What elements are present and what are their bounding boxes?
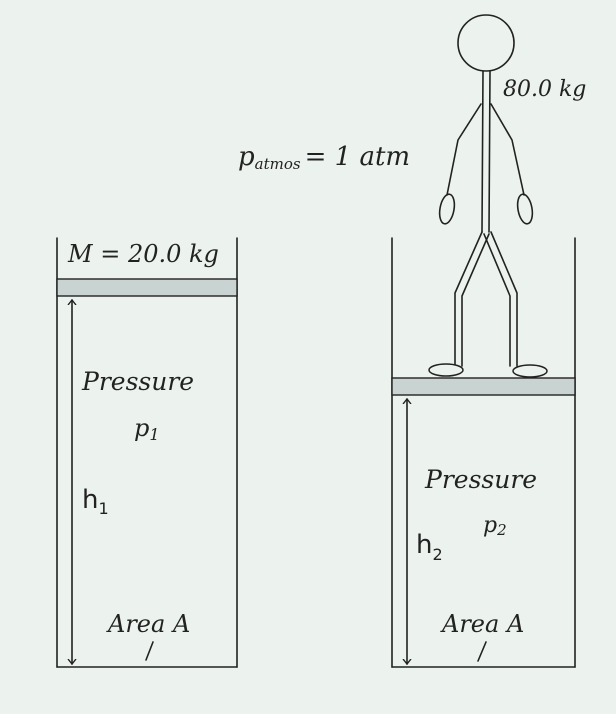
left-cylinder: M = 20.0 kg Pressure p1 h1 Area A: [56, 237, 238, 668]
right-piston: [391, 377, 576, 396]
left-height-h: h: [82, 485, 98, 515]
atmos-value: = 1 atm: [305, 142, 410, 172]
right-height-index: 2: [432, 545, 442, 564]
right-pressure-label: Pressure: [424, 465, 537, 494]
person-mass-label: 80.0 kg: [503, 77, 586, 102]
figure-right-hand: [516, 193, 534, 225]
figure-right-leg: [483, 231, 518, 367]
figure-right-foot: [512, 364, 548, 378]
figure-head: [457, 14, 515, 72]
left-height-index: 1: [98, 499, 108, 518]
left-pressure-symbol: p1: [134, 414, 160, 444]
figure-left-hand: [438, 193, 456, 225]
right-cylinder: Pressure p2 h2 Area A: [391, 237, 576, 668]
left-pressure-p: p: [134, 414, 149, 442]
right-pressure-index: 2: [496, 521, 507, 539]
left-area-pointer: [145, 641, 154, 661]
left-pressure-label: Pressure: [81, 367, 194, 396]
atmos-subscript: atmos: [255, 155, 301, 173]
figure-left-arm: [446, 103, 482, 196]
stick-figure: [428, 14, 548, 378]
left-area-label: Area A: [106, 610, 190, 638]
left-piston: [56, 278, 238, 297]
left-pressure-index: 1: [149, 425, 159, 444]
right-area-pointer: [477, 641, 487, 662]
right-pressure-p: p: [483, 513, 497, 538]
figure-left-leg: [454, 231, 490, 367]
atmospheric-pressure-label: patmos = 1 atm: [238, 142, 410, 173]
atmos-p: p: [238, 142, 255, 172]
right-height-symbol: h2: [416, 530, 443, 564]
right-height-h: h: [416, 530, 432, 560]
figure-left-foot: [428, 363, 464, 377]
left-mass-label: M = 20.0 kg: [67, 240, 219, 268]
figure-right-arm: [490, 103, 525, 196]
right-area-label: Area A: [440, 610, 524, 638]
left-height-symbol: h1: [82, 485, 109, 518]
right-pressure-symbol: p2: [483, 513, 507, 539]
figure-torso: [481, 70, 491, 233]
